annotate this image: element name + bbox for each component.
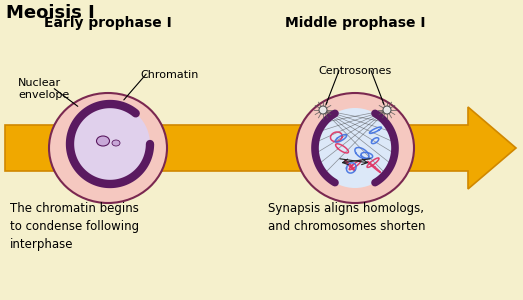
Text: Middle prophase I: Middle prophase I — [285, 16, 425, 30]
Text: Nuclear
envelope: Nuclear envelope — [18, 78, 69, 100]
Text: Early prophase I: Early prophase I — [44, 16, 172, 30]
Text: Meoisis I: Meoisis I — [6, 4, 95, 22]
Ellipse shape — [296, 93, 414, 203]
Ellipse shape — [97, 136, 109, 146]
Circle shape — [315, 108, 395, 188]
Text: Chromatin: Chromatin — [140, 70, 198, 80]
Circle shape — [383, 106, 391, 114]
Text: Centrosomes: Centrosomes — [319, 66, 392, 76]
Text: Synapsis aligns homologs,
and chromosomes shorten: Synapsis aligns homologs, and chromosome… — [268, 202, 426, 233]
Circle shape — [70, 104, 150, 184]
Ellipse shape — [49, 93, 167, 203]
Circle shape — [319, 106, 327, 114]
Polygon shape — [5, 107, 516, 189]
Text: The chromatin begins
to condense following
interphase: The chromatin begins to condense followi… — [10, 202, 139, 251]
Ellipse shape — [112, 140, 120, 146]
